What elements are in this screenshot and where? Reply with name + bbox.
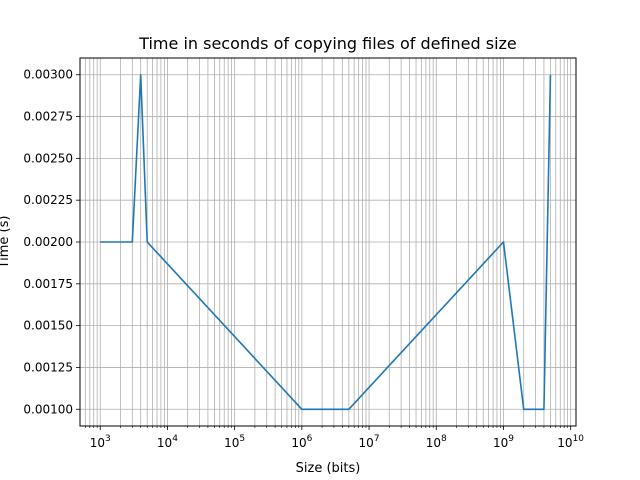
x-tick-label: 1010 bbox=[557, 434, 584, 450]
y-tick-label: 0.00300 bbox=[23, 68, 73, 82]
y-tick-label: 0.00100 bbox=[23, 402, 73, 416]
series-line bbox=[100, 73, 552, 411]
y-tick-label: 0.00225 bbox=[23, 193, 73, 207]
y-tick-label: 0.00125 bbox=[23, 360, 73, 374]
x-tick-label: 103 bbox=[90, 434, 111, 450]
chart-title: Time in seconds of copying files of defi… bbox=[138, 34, 517, 53]
x-tick-label: 106 bbox=[291, 434, 312, 450]
y-tick-label: 0.00200 bbox=[23, 235, 73, 249]
series-layer bbox=[100, 73, 552, 411]
x-tick-label: 109 bbox=[493, 434, 514, 450]
ticks: 103 104 105 106 107 108 109 1010 0.00100 0.00125 0… bbox=[23, 68, 584, 450]
y-tick-label: 0.00150 bbox=[23, 319, 73, 333]
x-tick-label: 108 bbox=[426, 434, 447, 450]
y-tick-label: 0.00250 bbox=[23, 151, 73, 165]
y-axis-label: Time (s) bbox=[0, 216, 12, 270]
x-tick-label: 104 bbox=[157, 434, 178, 450]
y-tick-label: 0.00175 bbox=[23, 277, 73, 291]
x-axis-label: Size (bits) bbox=[296, 461, 361, 476]
x-tick-label: 107 bbox=[359, 434, 380, 450]
y-tick-label: 0.00275 bbox=[23, 110, 73, 124]
x-tick-label: 105 bbox=[224, 434, 245, 450]
grid bbox=[80, 58, 576, 426]
